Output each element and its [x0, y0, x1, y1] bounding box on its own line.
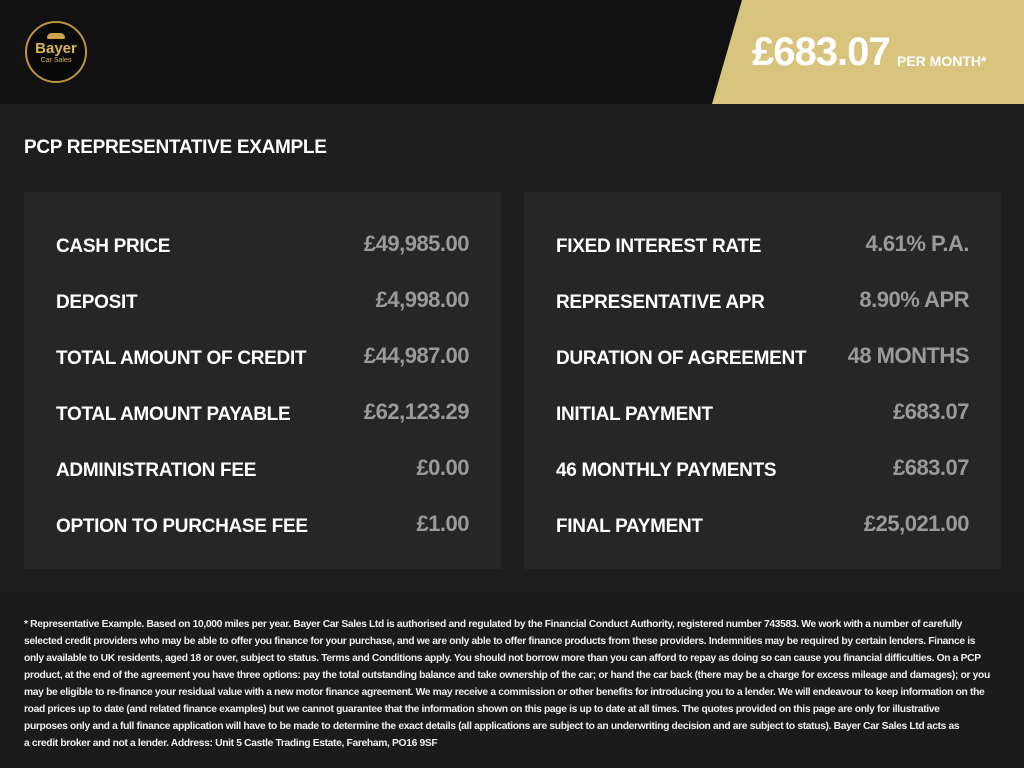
detail-value: £4,998.00 — [375, 287, 470, 312]
disclaimer-line: may be eligible to re-finance your resid… — [24, 687, 985, 698]
detail-label: ADMINISTRATION FEE — [56, 460, 257, 481]
disclaimer-line: only available to UK residents, aged 18 … — [24, 653, 981, 664]
detail-value: £0.00 — [416, 455, 469, 480]
detail-label: DEPOSIT — [56, 292, 138, 313]
page-title: PCP REPRESENTATIVE EXAMPLE — [24, 137, 327, 158]
monthly-price: £683.07 — [752, 30, 891, 74]
detail-label: INITIAL PAYMENT — [556, 404, 713, 425]
detail-label: CASH PRICE — [56, 236, 171, 257]
detail-label: FIXED INTEREST RATE — [556, 236, 762, 257]
logo-name: Bayer — [35, 40, 77, 57]
detail-row: 46 MONTHLY PAYMENTS £683.07 — [556, 440, 970, 496]
detail-value: £683.07 — [892, 399, 970, 424]
detail-value: 8.90% APR — [859, 287, 969, 312]
detail-row: DEPOSIT £4,998.00 — [56, 272, 470, 328]
detail-row: INITIAL PAYMENT £683.07 — [556, 384, 970, 440]
disclaimer-line: selected credit providers who may be abl… — [24, 636, 976, 647]
finance-details-left: CASH PRICE £49,985.00 DEPOSIT £4,998.00 TO… — [24, 192, 501, 569]
detail-value: 4.61% P.A. — [865, 231, 970, 256]
detail-label: TOTAL AMOUNT OF CREDIT — [56, 348, 307, 369]
detail-row: DURATION OF AGREEMENT 48 MONTHS — [556, 328, 970, 384]
disclaimer-line: * Representative Example. Based on 10,00… — [24, 619, 962, 630]
disclaimer-line: road prices up to date (and related fina… — [24, 704, 940, 715]
per-month-label: PER MONTH* — [897, 53, 987, 69]
detail-value: £62,123.29 — [363, 399, 470, 424]
detail-value: £44,987.00 — [363, 343, 470, 368]
disclaimer-line: purposes only and a full finance applica… — [24, 721, 960, 732]
detail-label: DURATION OF AGREEMENT — [556, 348, 807, 369]
disclaimer-line: product, at the end of the agreement you… — [24, 670, 990, 681]
header: Bayer Car Sales £683.07 PER MONTH* — [0, 0, 1024, 104]
detail-value: £1.00 — [416, 511, 469, 536]
detail-row: CASH PRICE £49,985.00 — [56, 216, 470, 272]
detail-row: TOTAL AMOUNT PAYABLE £62,123.29 — [56, 384, 470, 440]
detail-row: OPTION TO PURCHASE FEE £1.00 — [56, 496, 469, 552]
detail-row: FINAL PAYMENT £25,021.00 — [556, 496, 970, 552]
detail-row: ADMINISTRATION FEE £0.00 — [56, 440, 469, 496]
disclaimer-line: a credit broker and not a lender. Addres… — [24, 738, 438, 749]
detail-label: TOTAL AMOUNT PAYABLE — [56, 404, 291, 425]
detail-row: REPRESENTATIVE APR 8.90% APR — [556, 272, 969, 328]
finance-details-right: FIXED INTEREST RATE 4.61% P.A. REPRESENTA… — [524, 192, 1001, 569]
logo-tagline: Car Sales — [40, 57, 72, 64]
car-icon — [47, 33, 65, 39]
detail-label: FINAL PAYMENT — [556, 516, 703, 537]
disclaimer: * Representative Example. Based on 10,00… — [0, 592, 1024, 768]
detail-row: FIXED INTEREST RATE 4.61% P.A. — [556, 216, 970, 272]
detail-value: £49,985.00 — [363, 231, 470, 256]
detail-label: 46 MONTHLY PAYMENTS — [556, 460, 777, 481]
detail-value: £25,021.00 — [863, 511, 970, 536]
detail-label: REPRESENTATIVE APR — [556, 292, 765, 313]
monthly-price-banner: £683.07 PER MONTH* — [712, 0, 1024, 104]
detail-value: 48 MONTHS — [847, 343, 970, 368]
bayer-logo[interactable]: Bayer Car Sales — [25, 21, 87, 83]
detail-label: OPTION TO PURCHASE FEE — [56, 516, 308, 537]
detail-row: TOTAL AMOUNT OF CREDIT £44,987.00 — [56, 328, 470, 384]
detail-value: £683.07 — [892, 455, 970, 480]
